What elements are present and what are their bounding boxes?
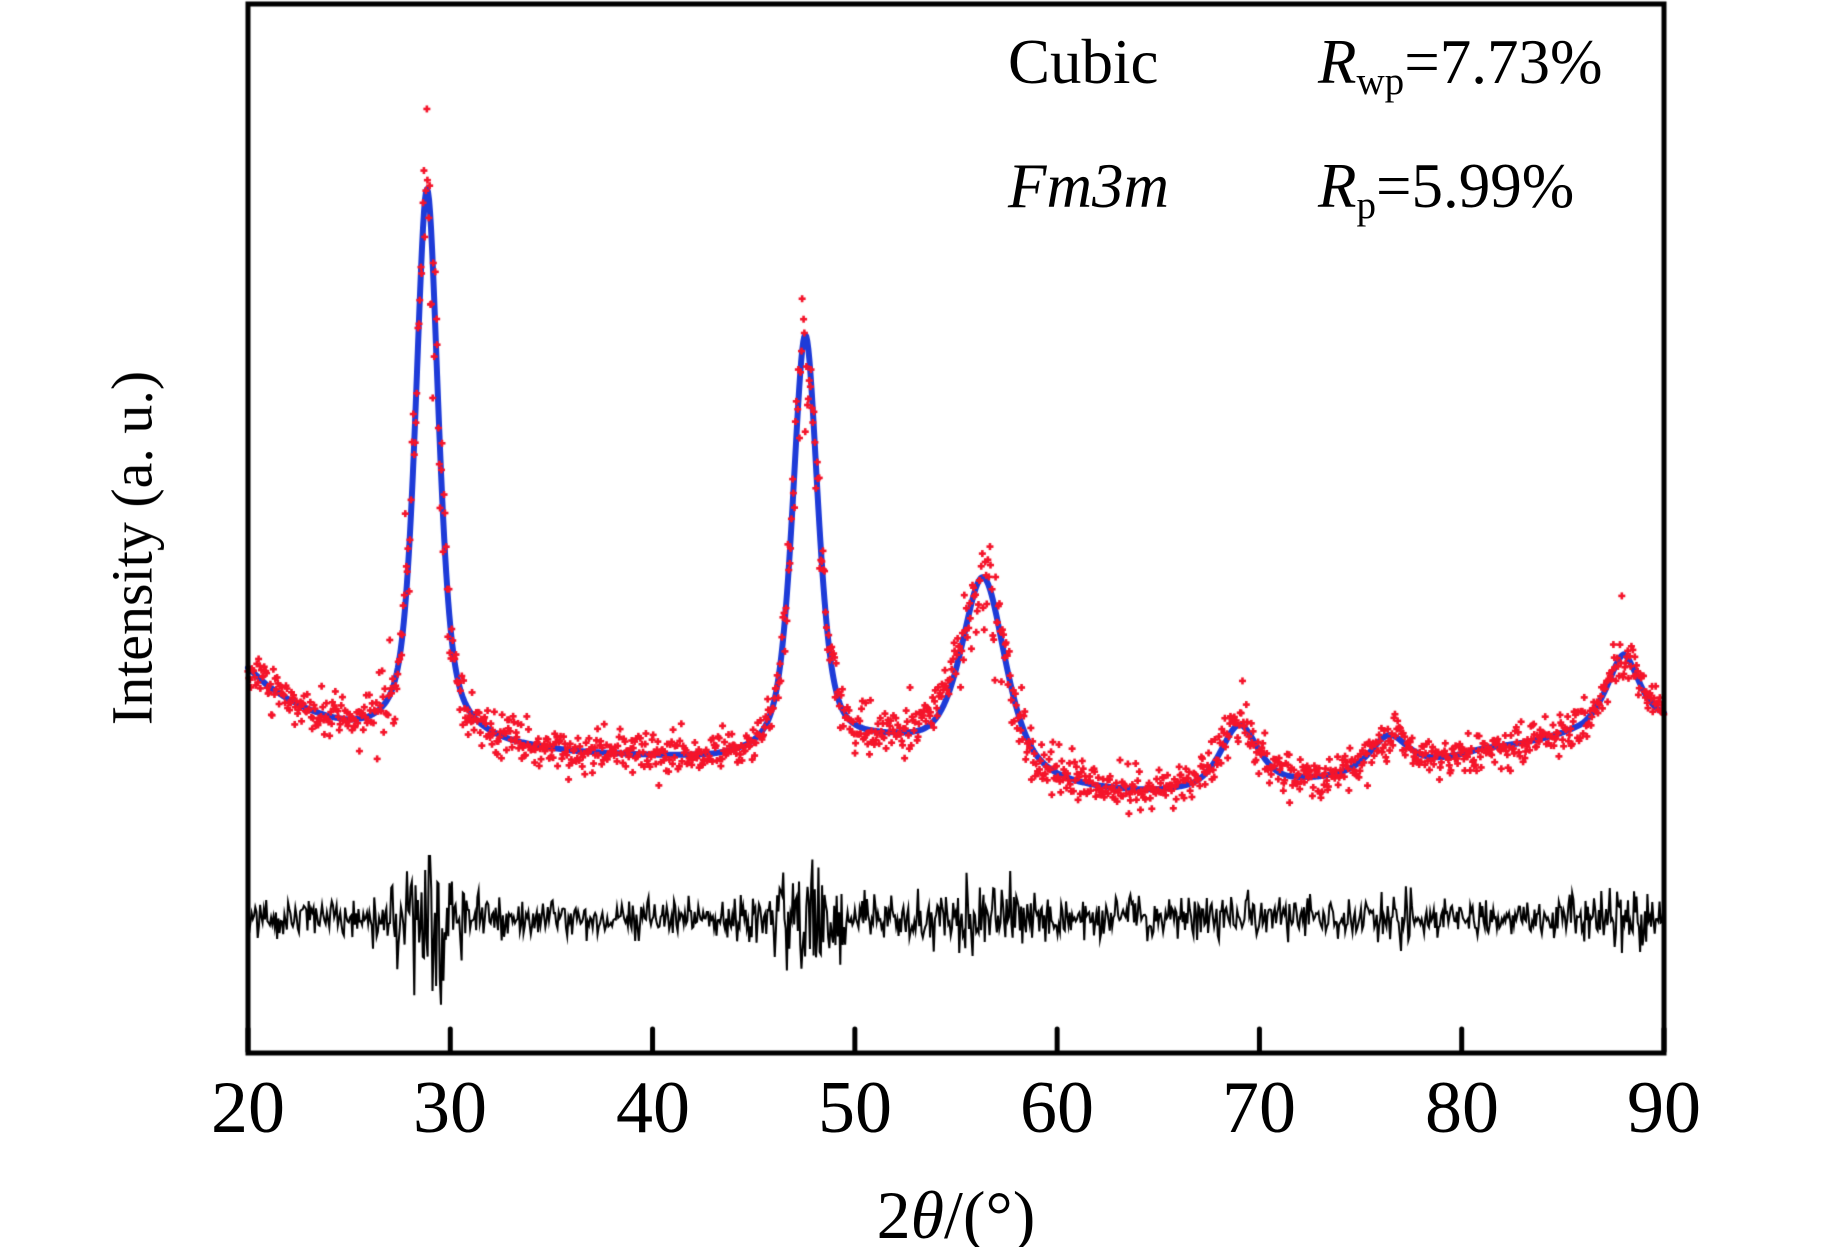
rwp-value: =7.73% <box>1404 27 1603 97</box>
x-axis-title: 2θ/(°) <box>877 1176 1036 1247</box>
rwp-label: Rwp=7.73% <box>1318 26 1602 104</box>
x-axis-title-prefix: 2 <box>876 1177 911 1247</box>
y-axis-title: Intensity (a. u.) <box>99 370 165 726</box>
space-group-label: Fm3m <box>1008 151 1169 221</box>
theta-symbol: θ <box>910 1177 945 1247</box>
rp-label: Rp=5.99% <box>1318 150 1574 228</box>
x-tick-label-30: 30 <box>413 1067 487 1149</box>
rwp-symbol: R <box>1318 27 1357 97</box>
rp-symbol: R <box>1318 151 1357 221</box>
phase-label-cubic: Cubic <box>1008 27 1159 97</box>
x-tick-label-40: 40 <box>616 1067 690 1149</box>
rp-value: =5.99% <box>1376 151 1575 221</box>
x-tick-label-60: 60 <box>1020 1067 1094 1149</box>
x-tick-label-80: 80 <box>1425 1067 1499 1149</box>
rp-subscript: p <box>1356 183 1377 227</box>
x-axis-title-suffix: /(°) <box>944 1177 1036 1247</box>
rwp-subscript: wp <box>1356 59 1405 103</box>
x-tick-label-90: 90 <box>1627 1067 1701 1149</box>
x-tick-label-50: 50 <box>818 1067 892 1149</box>
x-tick-label-70: 70 <box>1222 1067 1296 1149</box>
x-tick-label-20: 20 <box>211 1067 285 1149</box>
